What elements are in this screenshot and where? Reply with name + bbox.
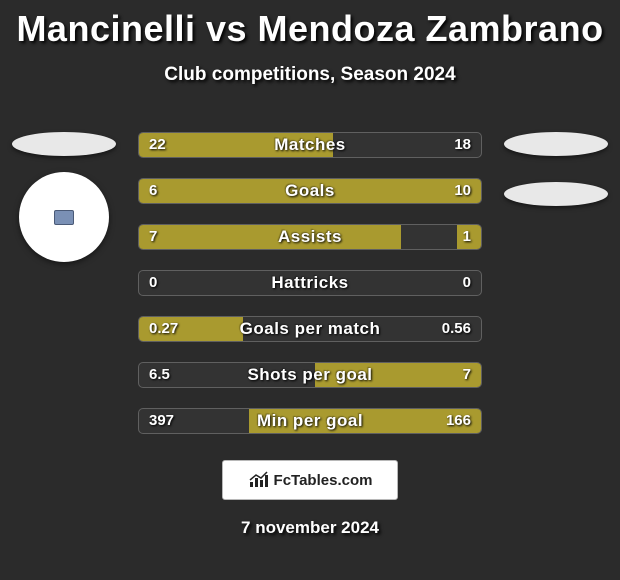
avatar-placeholder <box>504 182 608 206</box>
page-subtitle: Club competitions, Season 2024 <box>0 64 620 86</box>
stat-label: Assists <box>139 225 481 249</box>
player-left-avatars <box>4 132 124 262</box>
stat-row: 397166Min per goal <box>138 408 482 434</box>
brand-text: FcTables.com <box>274 472 373 489</box>
avatar-placeholder <box>504 132 608 156</box>
stat-row: 0.270.56Goals per match <box>138 316 482 342</box>
stat-label: Goals <box>139 179 481 203</box>
stat-label: Shots per goal <box>139 363 481 387</box>
stat-label: Goals per match <box>139 317 481 341</box>
stat-row: 6.57Shots per goal <box>138 362 482 388</box>
player-right-avatars <box>496 132 616 206</box>
stat-label: Min per goal <box>139 409 481 433</box>
chart-icon <box>248 471 270 489</box>
brand-logo: FcTables.com <box>222 460 398 500</box>
avatar-placeholder <box>12 132 116 156</box>
generated-date: 7 november 2024 <box>0 518 620 538</box>
stat-row: 610Goals <box>138 178 482 204</box>
stat-row: 2218Matches <box>138 132 482 158</box>
team-badge <box>19 172 109 262</box>
badge-icon <box>54 210 74 225</box>
stat-row: 00Hattricks <box>138 270 482 296</box>
stat-label: Hattricks <box>139 271 481 295</box>
stat-row: 71Assists <box>138 224 482 250</box>
comparison-block: 2218Matches 610Goals 71Assists 00Hattricks 0… <box>0 132 620 434</box>
page-title: Mancinelli vs Mendoza Zambrano <box>0 0 620 50</box>
stat-label: Matches <box>139 133 481 157</box>
comparison-bars: 2218Matches 610Goals 71Assists 00Hattricks 0… <box>138 132 482 434</box>
